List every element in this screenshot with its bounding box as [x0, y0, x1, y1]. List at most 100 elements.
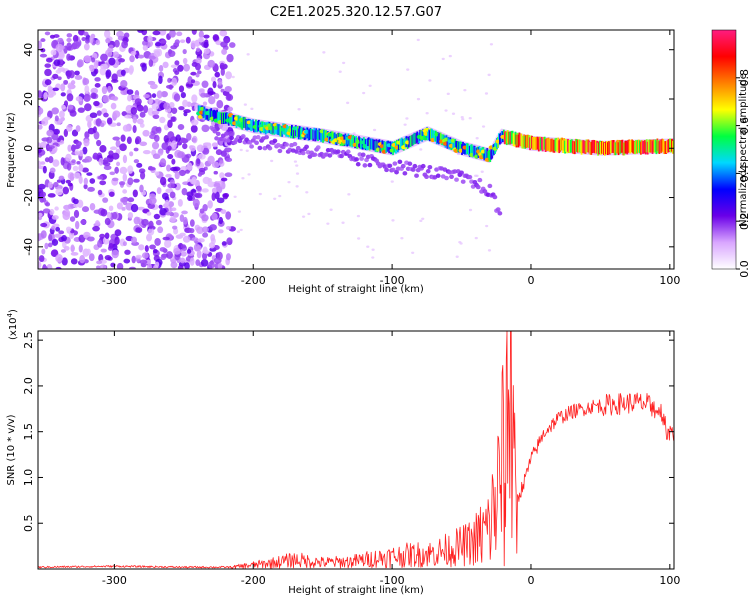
- spectrogram-cell: [297, 108, 301, 111]
- spectrogram-cell: [647, 139, 650, 153]
- spectrogram-cell: [167, 112, 173, 119]
- spectrogram-cell: [170, 207, 177, 212]
- spectrogram-cell: [147, 107, 154, 116]
- spectrogram-cell: [70, 251, 79, 256]
- spectrogram-cell: [75, 96, 83, 102]
- spectrogram-cell: [142, 129, 150, 137]
- spectrogram-cell: [622, 142, 625, 156]
- spectrogram-cell: [201, 226, 209, 233]
- spectrogram-cell: [196, 158, 201, 165]
- spectrogram-cell: [197, 105, 200, 117]
- spectrogram-cell: [167, 145, 172, 151]
- spectrogram-cell: [563, 138, 565, 151]
- spectrogram-cell: [435, 133, 438, 145]
- spectrogram-cell: [71, 129, 79, 137]
- spectrogram-cell: [132, 125, 137, 134]
- spectrogram-y-tick-label: -40: [22, 238, 35, 256]
- snr-frame: [37, 330, 675, 570]
- spectrogram-cell: [613, 142, 616, 156]
- spectrogram-cell: [304, 144, 309, 149]
- spectrogram-cell: [410, 167, 416, 172]
- spectrogram-cell: [44, 242, 49, 250]
- spectrogram-cell: [40, 230, 47, 239]
- spectrogram-cell: [537, 138, 540, 152]
- spectrogram-cell: [416, 97, 421, 101]
- spectrogram-cell: [181, 210, 188, 215]
- spectrogram-cell: [83, 55, 92, 63]
- spectrogram-cell: [50, 91, 57, 96]
- spectrogram-cell: [183, 111, 188, 117]
- spectrogram-cell: [215, 110, 217, 122]
- spectrogram-cell: [192, 135, 198, 144]
- spectrogram-cell: [225, 71, 232, 80]
- spectrogram-cell: [573, 141, 576, 155]
- spectrogram-cell: [167, 201, 175, 208]
- spectrogram-cell: [75, 125, 81, 133]
- spectrogram-cell: [240, 117, 243, 129]
- spectrogram-cell: [63, 128, 68, 138]
- spectrogram-cell: [169, 191, 176, 199]
- spectrogram-y-axis-label: Frequency (Hz): [6, 112, 17, 188]
- spectrogram-cell: [412, 163, 418, 169]
- spectrogram-cell: [111, 73, 118, 82]
- spectrogram-cell: [457, 141, 460, 153]
- spectrogram-cell: [583, 140, 586, 154]
- spectrogram-cell: [41, 197, 47, 203]
- spectrogram-cell: [44, 79, 52, 86]
- spectrogram-cell: [255, 135, 261, 140]
- colorbar-tick-label: 0.2: [738, 212, 750, 230]
- spectrogram-cell: [86, 236, 95, 242]
- spectrogram-cell: [512, 133, 515, 146]
- spectrogram-cell: [87, 120, 92, 129]
- spectrogram-cell: [359, 156, 364, 161]
- spectrogram-cell: [223, 112, 226, 124]
- spectrogram-cell: [657, 140, 660, 153]
- spectrogram-cell: [103, 112, 109, 118]
- spectrogram-cell: [162, 61, 169, 69]
- spectrogram-cell: [92, 152, 99, 160]
- spectrogram-cell: [523, 134, 526, 148]
- spectrogram-cell: [662, 139, 665, 152]
- spectrogram-cell: [586, 139, 589, 153]
- spectrogram-cell: [491, 147, 494, 159]
- spectrogram-cell: [641, 141, 644, 154]
- spectrogram-cell: [90, 87, 99, 94]
- spectrogram-cell: [167, 183, 175, 189]
- spectrogram-cell: [280, 125, 283, 137]
- spectrogram-cell: [49, 34, 56, 39]
- spectrogram-cell: [395, 139, 398, 151]
- spectrogram-cell: [477, 177, 483, 183]
- spectrogram-cell: [219, 62, 225, 70]
- spectrogram-cell: [211, 192, 216, 202]
- spectrogram-cell: [541, 138, 544, 152]
- spectrogram-cell: [291, 127, 294, 139]
- spectrogram-cell: [397, 159, 403, 165]
- spectrogram-cell: [66, 37, 72, 43]
- spectrogram-cell: [182, 57, 188, 65]
- spectrogram-cell: [66, 42, 72, 51]
- colorbar-tick-label: 0.6: [738, 117, 750, 135]
- spectrogram-cell: [179, 39, 186, 44]
- spectrogram-cell: [623, 142, 626, 156]
- spectrogram-cell: [468, 208, 473, 212]
- spectrogram-cell: [159, 116, 166, 124]
- spectrogram-cell: [168, 50, 176, 58]
- spectrogram-cell: [76, 60, 83, 68]
- spectrogram-cell: [72, 198, 79, 205]
- spectrogram-cell: [148, 97, 153, 105]
- spectrogram-cell: [84, 84, 90, 94]
- spectrogram-cell: [212, 34, 219, 41]
- spectrogram-y-ticks: -40 -20 0 20 40: [22, 43, 674, 256]
- spectrogram-cell: [287, 180, 291, 184]
- spectrogram-cell: [458, 141, 461, 153]
- spectrogram-cell: [406, 68, 410, 71]
- spectrogram-cell: [555, 137, 558, 151]
- spectrogram-cell: [296, 126, 299, 137]
- spectrogram-cell: [122, 189, 128, 194]
- spectrogram-cell: [408, 135, 411, 147]
- spectrogram-cell: [424, 174, 429, 180]
- spectrogram-cell: [173, 247, 181, 255]
- spectrogram-cell: [162, 236, 170, 241]
- spectrogram-cell: [642, 140, 645, 154]
- spectrogram-cell: [196, 185, 202, 192]
